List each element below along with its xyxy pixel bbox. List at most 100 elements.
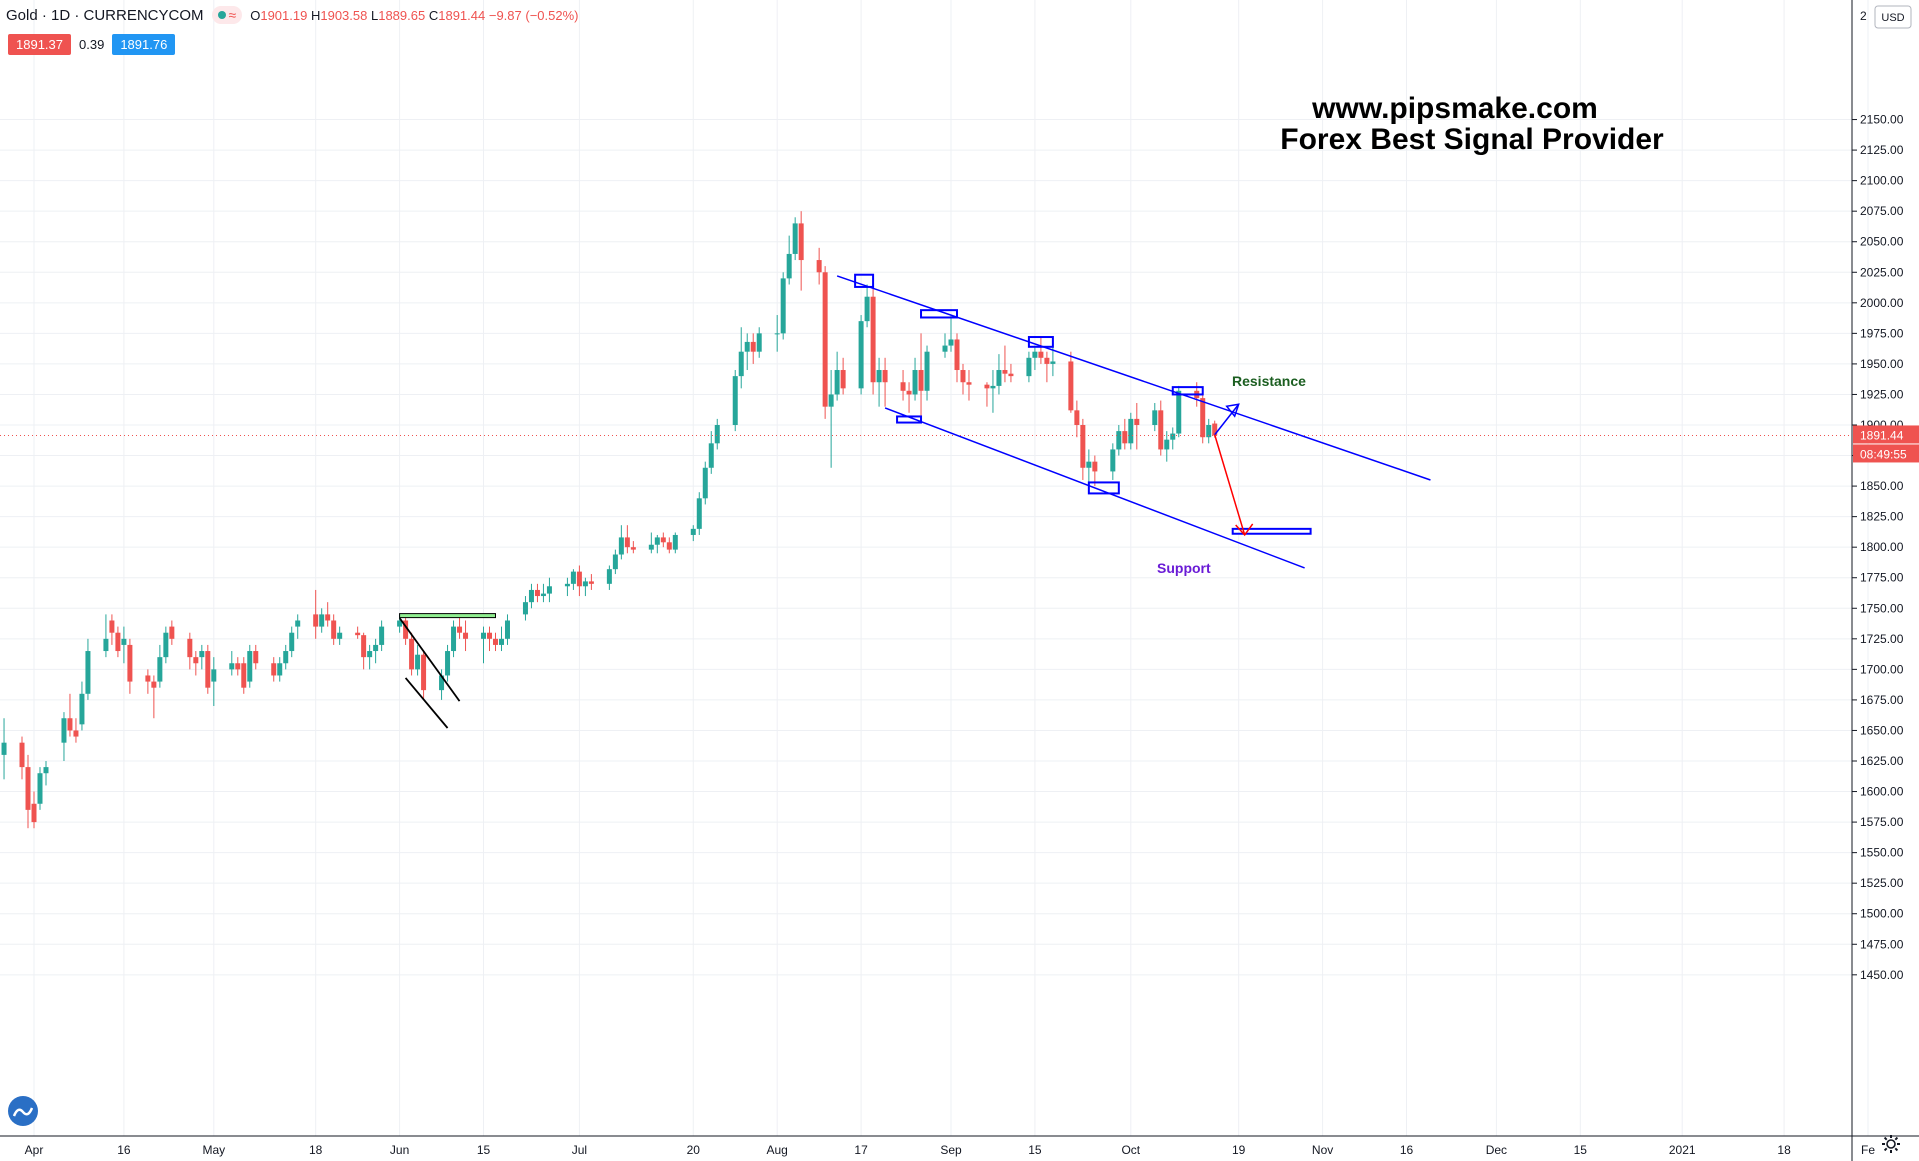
candle-body bbox=[1038, 351, 1044, 358]
candle-body bbox=[403, 620, 409, 639]
projection-down-arrowhead bbox=[1235, 523, 1254, 537]
candle-body bbox=[439, 675, 445, 691]
y-tick-label: 1600.00 bbox=[1860, 785, 1904, 799]
candle-body bbox=[211, 669, 217, 682]
candle-body bbox=[247, 651, 253, 682]
candle-body bbox=[193, 657, 199, 664]
candle-body bbox=[1086, 461, 1092, 468]
candle-body bbox=[966, 382, 972, 385]
candle-body bbox=[1212, 423, 1218, 436]
candle-body bbox=[588, 581, 594, 584]
candle-body bbox=[816, 260, 822, 273]
resistance-label: Resistance bbox=[1232, 373, 1306, 389]
candle-body bbox=[528, 589, 534, 603]
candle-body bbox=[1032, 351, 1038, 358]
candle-body bbox=[1, 742, 7, 755]
candle-body bbox=[337, 632, 343, 639]
candle-body bbox=[492, 638, 498, 645]
candle-body bbox=[912, 370, 918, 395]
candle-body bbox=[822, 272, 828, 407]
x-tick-label: 16 bbox=[1400, 1143, 1414, 1157]
low-label: L bbox=[370, 7, 379, 23]
candle-body bbox=[1080, 425, 1086, 468]
x-tick-label: 15 bbox=[1028, 1143, 1042, 1157]
candle-body bbox=[744, 341, 750, 352]
candle-body bbox=[157, 657, 163, 682]
candle-body bbox=[1128, 418, 1134, 444]
tradingview-logo-icon[interactable] bbox=[8, 1096, 38, 1126]
close-label: C bbox=[428, 7, 439, 23]
candle-body bbox=[840, 370, 846, 389]
x-tick-label: 18 bbox=[309, 1143, 323, 1157]
candle-body bbox=[1002, 370, 1008, 374]
candle-body bbox=[61, 718, 67, 743]
y-tick-label: 2050.00 bbox=[1860, 235, 1904, 249]
y-tick-label: 1525.00 bbox=[1860, 876, 1904, 890]
x-tick-label: 2021 bbox=[1669, 1143, 1696, 1157]
candle-body bbox=[1026, 357, 1032, 377]
candle-body bbox=[672, 534, 678, 550]
support-label: Support bbox=[1157, 560, 1211, 576]
y-tick-label: 1675.00 bbox=[1860, 693, 1904, 707]
y-tick-label: 1825.00 bbox=[1860, 510, 1904, 524]
candle-body bbox=[522, 602, 528, 615]
candle-body bbox=[109, 620, 115, 633]
chart-annotations: www.pipsmake.com Forex Best Signal Provi… bbox=[1157, 92, 1664, 576]
y-tick-label: 1975.00 bbox=[1860, 326, 1904, 340]
flag-line bbox=[398, 617, 461, 702]
candle-body bbox=[654, 537, 660, 545]
trade-buttons: 1891.37 0.39 1891.76 bbox=[8, 34, 176, 55]
y-tick-label: 2150.00 bbox=[1860, 113, 1904, 127]
x-tick-label: May bbox=[202, 1143, 225, 1157]
symbol-title[interactable]: Gold · 1D · CURRENCYCOM bbox=[6, 6, 204, 24]
candle-body bbox=[457, 626, 463, 633]
settings-gear-icon[interactable] bbox=[1881, 1134, 1901, 1154]
x-tick-label: Sep bbox=[940, 1143, 962, 1157]
candle-body bbox=[498, 638, 504, 645]
candle-body bbox=[373, 644, 379, 652]
candle-body bbox=[606, 569, 612, 584]
swing-box bbox=[1171, 386, 1204, 396]
candle-body bbox=[145, 675, 151, 682]
candle-body bbox=[421, 654, 427, 691]
candlestick-series bbox=[1, 211, 1218, 829]
y-tick-label: 1650.00 bbox=[1860, 723, 1904, 737]
buy-button[interactable]: 1891.76 bbox=[112, 34, 176, 55]
candle-body bbox=[463, 632, 469, 639]
candle-body bbox=[648, 544, 654, 550]
y-tick-label: 1500.00 bbox=[1860, 907, 1904, 921]
candle-body bbox=[1170, 433, 1176, 440]
candle-body bbox=[367, 651, 373, 658]
candle-body bbox=[918, 370, 924, 391]
candle-body bbox=[984, 384, 990, 389]
candle-body bbox=[666, 542, 672, 550]
market-status-icon[interactable]: ≈ bbox=[211, 6, 243, 24]
y-tick-label: 2125.00 bbox=[1860, 143, 1904, 157]
candle-body bbox=[924, 351, 930, 391]
candle-body bbox=[990, 385, 996, 389]
candle-body bbox=[660, 537, 666, 543]
trend-drawings bbox=[0, 273, 1852, 729]
candle-body bbox=[73, 730, 79, 737]
candle-body bbox=[1116, 431, 1122, 450]
watermark-line2: Forex Best Signal Provider bbox=[1280, 123, 1664, 156]
countdown-tag bbox=[1853, 444, 1919, 463]
candle-body bbox=[199, 651, 205, 658]
candle-body bbox=[1050, 361, 1056, 364]
candle-body bbox=[121, 638, 127, 645]
candle-body bbox=[481, 632, 487, 639]
candle-body bbox=[1074, 410, 1080, 425]
candle-body bbox=[1092, 461, 1098, 472]
candle-body bbox=[445, 651, 451, 676]
candle-body bbox=[870, 296, 876, 383]
candle-body bbox=[295, 620, 301, 627]
candle-body bbox=[630, 547, 636, 550]
x-tick-label: 19 bbox=[1232, 1143, 1246, 1157]
candle-body bbox=[996, 370, 1002, 386]
candle-body bbox=[1152, 410, 1158, 425]
candle-body bbox=[43, 767, 49, 774]
sell-button[interactable]: 1891.37 bbox=[8, 34, 71, 55]
candle-body bbox=[115, 632, 121, 652]
y-tick-label: 1450.00 bbox=[1860, 968, 1904, 982]
